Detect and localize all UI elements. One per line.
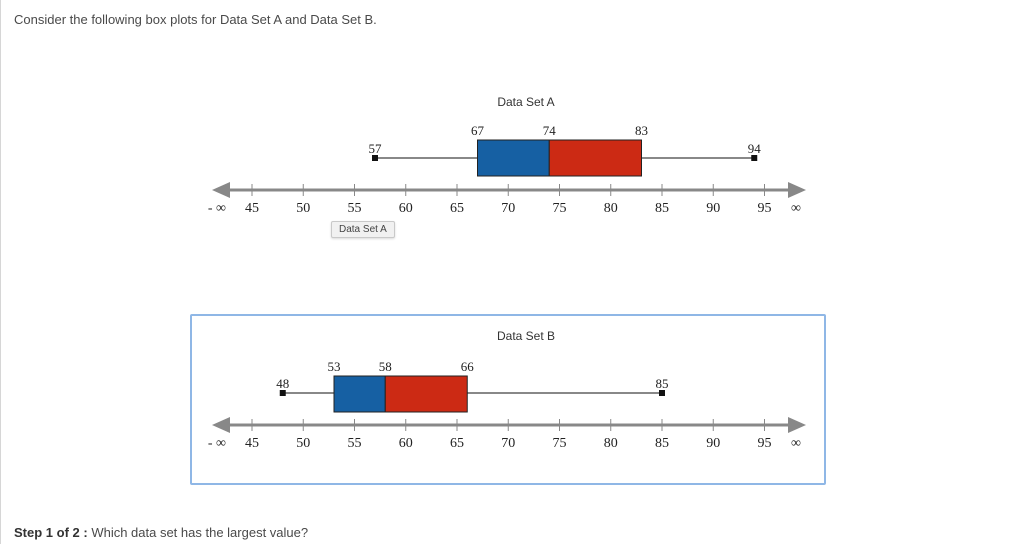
set-a-max-label: 94 [748, 141, 762, 156]
set-b-neg-infinity-label: - ∞ [208, 436, 226, 451]
set-b-axis-arrow-left [212, 417, 230, 433]
set-b-box-lower [333, 375, 386, 413]
set-a-tick-label: 45 [245, 201, 259, 216]
set-b-median-label: 58 [379, 359, 392, 374]
set-b-axis-arrow-right [788, 417, 806, 433]
set-a-tick-label: 60 [399, 201, 413, 216]
tooltip: Data Set A [331, 221, 395, 238]
set-a-median-label: 74 [543, 123, 557, 138]
set-b-tick-label: 90 [706, 436, 720, 451]
set-a-q1-label: 67 [471, 123, 485, 138]
set-a-tick-label: 85 [655, 201, 669, 216]
set-b-max-label: 85 [656, 376, 669, 391]
set-a-tick-label: 65 [450, 201, 464, 216]
set-b-q3-label: 66 [461, 359, 475, 374]
set-b-tick-label: 70 [501, 436, 515, 451]
set-a-neg-infinity-label: - ∞ [208, 201, 226, 216]
set-b-title: Data Set B [497, 329, 555, 343]
data-set-b-highlight[interactable] [190, 314, 826, 485]
set-a-tick-label: 50 [296, 201, 310, 216]
set-b-tick-label: 85 [655, 436, 669, 451]
set-a-min-marker [372, 155, 378, 161]
set-a-tick-label: 80 [604, 201, 618, 216]
set-b-min-marker [279, 390, 286, 396]
set-a-min-label: 57 [369, 141, 383, 156]
set-b-tick-label: 65 [450, 436, 464, 451]
set-a-box-upper [548, 139, 642, 177]
left-border [0, 0, 1, 544]
set-a-pos-infinity-label: ∞ [791, 201, 801, 216]
set-b-tick-label: 80 [604, 436, 618, 451]
step-question: Which data set has the largest value? [91, 525, 309, 540]
set-b-tick-label: 50 [296, 436, 310, 451]
set-a-title: Data Set A [497, 95, 554, 109]
step-label: Step 1 of 2 : [14, 525, 88, 540]
set-a-tick-label: 75 [553, 201, 567, 216]
set-b-tick-label: 75 [553, 436, 567, 451]
set-b-tick-label: 60 [399, 436, 413, 451]
set-a-tick-label: 70 [501, 201, 515, 216]
set-b-box-upper [384, 375, 468, 413]
question-text: Consider the following box plots for Dat… [14, 12, 377, 27]
set-a-tick-label: 55 [348, 201, 362, 216]
step-prompt: Step 1 of 2 : Which data set has the lar… [14, 525, 308, 540]
set-a-box-lower [477, 139, 550, 177]
set-b-max-marker [659, 390, 665, 396]
set-b-tick-label: 95 [758, 436, 772, 451]
set-b-q1-label: 53 [328, 359, 341, 374]
set-a-max-marker [751, 155, 758, 161]
set-a-axis-arrow-right [788, 182, 806, 198]
set-b-min-label: 48 [276, 376, 289, 391]
set-a-tick-label: 90 [706, 201, 720, 216]
set-a-axis-arrow-left [212, 182, 230, 198]
set-b-tick-label: 45 [245, 436, 259, 451]
set-a-q3-label: 83 [635, 123, 648, 138]
set-b-tick-label: 55 [348, 436, 362, 451]
set-b-pos-infinity-label: ∞ [791, 436, 801, 451]
set-a-tick-label: 95 [758, 201, 772, 216]
